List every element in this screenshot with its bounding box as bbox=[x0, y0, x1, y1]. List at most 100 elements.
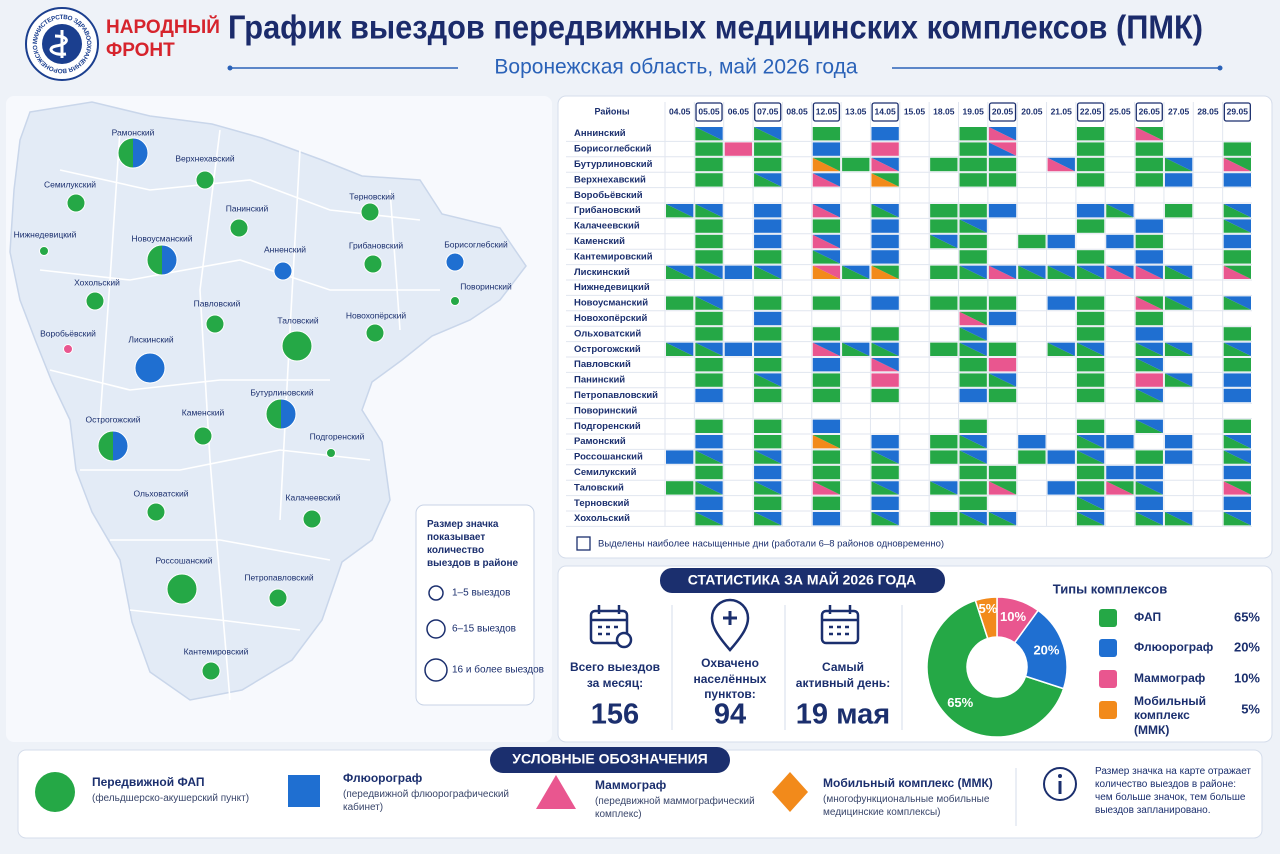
schedule-cell bbox=[812, 173, 841, 187]
cell-half bbox=[959, 219, 987, 233]
schedule-cell bbox=[1223, 435, 1251, 449]
schedule-cell bbox=[988, 204, 1017, 218]
cell-half bbox=[1223, 157, 1251, 172]
schedule-cell bbox=[959, 127, 987, 141]
cell-half bbox=[695, 204, 723, 218]
cell-half bbox=[1076, 265, 1105, 279]
stat-value: 94 bbox=[714, 699, 746, 731]
cell-half bbox=[1135, 512, 1163, 526]
cell-half bbox=[1223, 481, 1251, 495]
cell-fill bbox=[959, 465, 987, 480]
region-label: Рамонский bbox=[112, 127, 155, 137]
cell-half bbox=[1135, 388, 1163, 403]
date-label: 21.05 bbox=[1051, 106, 1073, 116]
cell-half bbox=[871, 265, 899, 279]
cell-half bbox=[1164, 296, 1193, 310]
schedule-cell bbox=[1223, 327, 1251, 341]
cell-half bbox=[1076, 342, 1105, 356]
schedule-cell bbox=[1106, 465, 1134, 480]
cell-half bbox=[959, 342, 987, 356]
cell-half bbox=[871, 481, 899, 495]
cell-half bbox=[930, 481, 958, 495]
cell-half bbox=[988, 127, 1017, 141]
schedule-cell bbox=[812, 373, 841, 387]
schedule-cell bbox=[1164, 373, 1193, 387]
schedule-cell bbox=[1135, 234, 1163, 249]
legend-icon bbox=[35, 772, 75, 812]
date-label: 27.05 bbox=[1168, 106, 1190, 116]
region-label: Каменский bbox=[182, 407, 225, 417]
schedule-cell bbox=[1076, 388, 1105, 403]
cell-fill bbox=[1135, 142, 1163, 156]
donut-legend-swatch bbox=[1099, 609, 1117, 627]
region-label: Ольховатский bbox=[133, 488, 188, 498]
row-label: Россошанский bbox=[574, 452, 643, 463]
cell-fill bbox=[695, 358, 723, 372]
schedule-cell bbox=[871, 342, 899, 356]
date-label: 29.05 bbox=[1227, 106, 1249, 116]
date-label: 15.05 bbox=[904, 106, 926, 116]
schedule-cell bbox=[1164, 173, 1193, 187]
cell-half bbox=[1223, 435, 1251, 449]
schedule-cell bbox=[1223, 388, 1251, 403]
region-label: Поворинский bbox=[460, 281, 512, 291]
cell-fill bbox=[695, 157, 723, 172]
row-label: Верхнехавский bbox=[574, 174, 646, 185]
row-label: Бутурлиновский bbox=[574, 159, 653, 170]
cell-half bbox=[1223, 296, 1251, 310]
region-label: Петропавловский bbox=[244, 572, 313, 582]
cell-fill bbox=[1135, 465, 1163, 480]
cell-fill bbox=[666, 296, 694, 310]
cell-half bbox=[1135, 265, 1163, 279]
schedule-cell bbox=[1135, 342, 1163, 356]
schedule-cell bbox=[1076, 512, 1105, 526]
schedule-cell bbox=[1076, 450, 1105, 464]
cell-fill bbox=[930, 265, 958, 279]
schedule-cell bbox=[1106, 435, 1134, 449]
region-label: Воробьёвский bbox=[40, 328, 96, 338]
schedule-cell bbox=[1135, 450, 1163, 464]
schedule-cell bbox=[724, 265, 753, 279]
schedule-cell bbox=[988, 142, 1017, 156]
row-label: Калачеевский bbox=[574, 221, 640, 232]
cell-half bbox=[959, 327, 987, 341]
cell-half bbox=[812, 435, 841, 449]
schedule-cell bbox=[724, 142, 753, 156]
schedule-cell bbox=[754, 157, 782, 172]
cell-fill bbox=[724, 342, 753, 356]
schedule-cell bbox=[695, 465, 723, 480]
cell-half bbox=[666, 265, 694, 279]
region-label: Верхнехавский bbox=[175, 153, 235, 163]
cell-fill bbox=[988, 358, 1017, 372]
marker-half bbox=[98, 431, 113, 461]
date-label: 18.05 bbox=[933, 106, 955, 116]
cell-half bbox=[1135, 296, 1163, 310]
schedule-cell bbox=[959, 157, 987, 172]
cell-fill bbox=[695, 496, 723, 510]
schedule-cell bbox=[695, 265, 723, 279]
cell-fill bbox=[1223, 358, 1251, 372]
schedule-cell bbox=[695, 481, 723, 495]
schedule-cell bbox=[1223, 234, 1251, 249]
cell-half bbox=[959, 450, 987, 464]
cell-fill bbox=[1018, 234, 1046, 249]
cell-half bbox=[1223, 219, 1251, 233]
schedule-cell bbox=[754, 127, 782, 141]
schedule-cell bbox=[1106, 481, 1134, 495]
cell-fill bbox=[695, 311, 723, 326]
cell-half bbox=[1223, 265, 1251, 279]
cell-half bbox=[959, 327, 987, 341]
schedule-cell bbox=[1135, 327, 1163, 341]
schedule-cell bbox=[959, 496, 987, 510]
info-icon-dot bbox=[1058, 774, 1062, 778]
schedule-cell bbox=[930, 204, 958, 218]
schedule-cell bbox=[1135, 219, 1163, 233]
donut-legend-swatch bbox=[1099, 639, 1117, 657]
marker-half bbox=[266, 399, 281, 429]
cell-fill bbox=[695, 465, 723, 480]
cell-half bbox=[754, 450, 782, 464]
cell-half bbox=[1223, 435, 1251, 449]
marker-ring bbox=[265, 398, 297, 430]
marker-half bbox=[147, 245, 162, 275]
